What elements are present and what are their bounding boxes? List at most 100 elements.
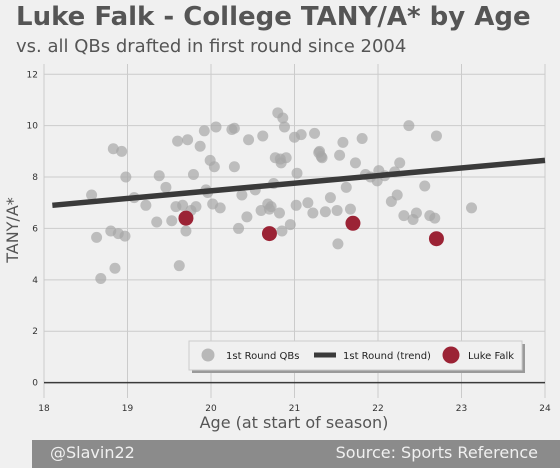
- chart-title: Luke Falk - College TANY/A* by Age: [16, 2, 531, 32]
- first-round-qb-point: [236, 189, 248, 201]
- x-tick-label: 19: [122, 404, 134, 414]
- first-round-qb-point: [172, 135, 184, 147]
- first-round-qb-point: [349, 157, 361, 169]
- footer-author: @Slavin22: [50, 443, 135, 462]
- first-round-qb-point: [198, 125, 210, 137]
- first-round-qb-point: [119, 230, 131, 242]
- first-round-qb-point: [116, 145, 128, 157]
- first-round-qb-point: [257, 130, 269, 142]
- first-round-qb-point: [274, 153, 286, 165]
- first-round-qb-point: [140, 199, 152, 211]
- first-round-qb-point: [403, 120, 415, 132]
- first-round-qb-point: [337, 136, 349, 148]
- y-tick-label: 6: [32, 224, 38, 234]
- y-tick-label: 8: [32, 173, 38, 183]
- x-tick-label: 23: [456, 404, 467, 414]
- x-tick-label: 24: [539, 404, 551, 414]
- first-round-qb-point: [182, 134, 194, 146]
- trend-line: [52, 157, 546, 209]
- luke-falk-point: [178, 210, 194, 226]
- first-round-qb-point: [309, 127, 321, 139]
- legend-label-luke-falk: Luke Falk: [468, 351, 514, 362]
- legend-label-trend: 1st Round (trend): [343, 351, 431, 362]
- luke-falk-point: [345, 215, 361, 231]
- x-axis-label: Age (at start of season): [200, 413, 389, 432]
- first-round-qb-point: [356, 133, 368, 145]
- first-round-qb-point: [173, 260, 185, 272]
- luke-falk-point: [261, 226, 277, 242]
- first-round-qb-point: [332, 238, 344, 250]
- first-round-qb-point: [187, 168, 199, 180]
- first-round-qb-point: [151, 216, 163, 228]
- first-round-qb-point: [278, 121, 290, 133]
- first-round-qb-point: [295, 129, 307, 141]
- luke-falk-point: [428, 231, 444, 247]
- first-round-qb-point: [398, 210, 410, 222]
- first-round-qb-point: [429, 212, 441, 224]
- first-round-qb-point: [120, 171, 132, 183]
- first-round-qb-point: [210, 121, 222, 133]
- x-tick-label: 20: [205, 404, 217, 414]
- first-round-qb-point: [243, 134, 255, 146]
- first-round-qb-point: [334, 149, 346, 161]
- first-round-qb-point: [277, 112, 289, 124]
- first-round-qb-point: [331, 204, 343, 216]
- trend-layer: [52, 157, 546, 209]
- first-round-qb-point: [241, 211, 253, 223]
- first-round-qb-point: [302, 197, 314, 209]
- first-round-qb-point: [410, 207, 422, 219]
- first-round-qb-point: [307, 207, 319, 219]
- first-round-qb-point: [319, 206, 331, 218]
- legend: 1st Round QBs 1st Round (trend) Luke Fal…: [188, 340, 525, 373]
- first-round-qb-point: [394, 157, 406, 169]
- first-round-qb-point: [86, 189, 98, 201]
- y-tick-label: 12: [27, 70, 38, 80]
- first-round-qb-point: [430, 130, 442, 142]
- first-round-qb-point: [214, 202, 226, 214]
- first-round-qb-point: [324, 192, 336, 204]
- first-round-qb-point: [107, 143, 119, 155]
- footer-bar: @Slavin22 Source: Sports Reference: [32, 440, 560, 468]
- first-round-qb-point: [340, 181, 352, 193]
- first-round-qb-point: [273, 207, 285, 219]
- first-round-qb-point: [109, 262, 121, 274]
- legend-marker-first-round: [201, 348, 215, 362]
- first-round-qb-point: [180, 225, 192, 237]
- first-round-qb-point: [315, 150, 327, 162]
- y-tick-label: 2: [32, 327, 38, 337]
- x-tick-label: 18: [38, 404, 50, 414]
- legend-label-first-round: 1st Round QBs: [226, 351, 299, 362]
- first-round-qb-point: [228, 122, 240, 134]
- first-round-qb-point: [233, 222, 245, 234]
- highlight-layer: [178, 210, 444, 247]
- first-round-qb-point: [419, 180, 431, 192]
- first-round-qb-point: [228, 161, 240, 173]
- y-tick-label: 4: [32, 276, 38, 286]
- first-round-qb-point: [276, 225, 288, 237]
- first-round-qb-point: [263, 203, 275, 215]
- first-round-qb-point: [194, 140, 206, 152]
- first-round-qb-point: [391, 189, 403, 201]
- x-tick-label: 21: [289, 404, 300, 414]
- y-axis-label: TANY/A*: [3, 197, 22, 264]
- footer-source: Source: Sports Reference: [335, 443, 538, 462]
- first-round-qb-point: [291, 167, 303, 179]
- y-tick-label: 0: [32, 379, 38, 389]
- first-round-qb-point: [153, 170, 165, 182]
- first-round-qb-point: [95, 273, 107, 285]
- first-round-qb-point: [177, 199, 189, 211]
- y-tick-label: 10: [27, 122, 39, 132]
- first-round-qb-point: [284, 219, 296, 231]
- first-round-qb-point: [466, 202, 478, 214]
- first-round-qb-point: [160, 181, 172, 193]
- first-round-qb-point: [344, 203, 356, 215]
- legend-marker-luke-falk: [442, 346, 460, 364]
- x-tick-label: 22: [372, 404, 383, 414]
- chart-subtitle: vs. all QBs drafted in first round since…: [16, 36, 407, 57]
- first-round-qb-point: [190, 201, 202, 213]
- first-round-qb-point: [91, 231, 103, 243]
- first-round-qb-point: [208, 161, 220, 173]
- first-round-qb-point: [166, 215, 178, 227]
